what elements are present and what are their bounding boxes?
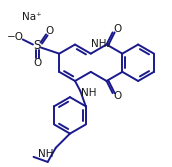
Text: O: O <box>114 24 122 34</box>
Text: NH: NH <box>38 149 53 159</box>
Text: NH: NH <box>81 88 96 98</box>
Text: O: O <box>114 91 122 101</box>
Text: O: O <box>45 26 53 36</box>
Text: −O: −O <box>7 32 24 42</box>
Text: NH₂: NH₂ <box>91 39 111 49</box>
Text: S: S <box>33 39 41 52</box>
Text: Na⁺: Na⁺ <box>22 12 42 22</box>
Text: O: O <box>33 58 42 68</box>
